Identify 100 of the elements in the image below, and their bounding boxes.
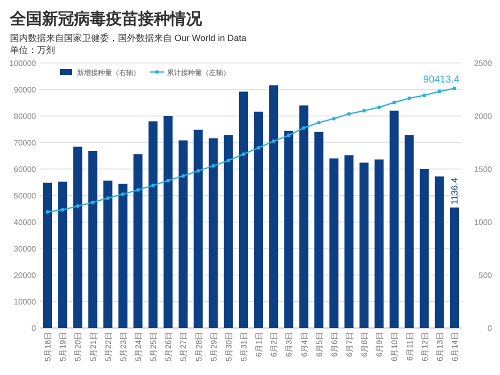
chart-subtitle: 国内数据来自国家卫健委，国外数据来自 Our World in Data — [10, 33, 246, 43]
point — [181, 174, 185, 178]
x-tick-label: 5月28日 — [194, 332, 204, 362]
x-tick-label: 6月2日 — [270, 332, 279, 357]
chart-title: 全国新冠病毒疫苗接种情况 — [9, 10, 203, 28]
x-tick-label: 6月1日 — [254, 332, 264, 357]
bar — [58, 182, 68, 328]
point — [256, 146, 260, 150]
bar — [329, 158, 338, 328]
bar — [420, 169, 429, 328]
text: 单位：万剂 — [10, 45, 55, 55]
x-tick-label: 5月22日 — [104, 332, 113, 362]
point — [272, 139, 276, 143]
bar — [404, 135, 414, 328]
bar — [133, 154, 142, 328]
x-tick-label: 5月19日 — [58, 332, 68, 362]
bar — [314, 132, 324, 328]
point — [60, 208, 64, 212]
y-tick-label: 50000 — [14, 192, 37, 200]
bar — [344, 155, 354, 328]
y-tick-label: 40000 — [14, 218, 37, 227]
bar — [390, 110, 399, 328]
x-tick-label: 6月3日 — [284, 332, 294, 357]
x-tick-label: 6月13日 — [435, 332, 444, 362]
bar — [450, 208, 459, 328]
x-tick-label: 5月31日 — [239, 332, 248, 362]
x-tick-label: 6月11日 — [405, 332, 414, 361]
x-tick-label: 5月24日 — [134, 332, 143, 362]
point — [392, 100, 396, 104]
x-tick-label: 6月8日 — [360, 332, 370, 357]
point — [407, 96, 412, 100]
y2-tick-label: 1000 — [474, 218, 493, 227]
point — [302, 126, 306, 130]
x-tick-label: 5月18日 — [44, 332, 53, 362]
bar — [194, 130, 203, 328]
y-tick-label: 80000 — [14, 112, 37, 121]
x-tick-label: 5月26日 — [164, 332, 174, 362]
x-tick-label: 6月10日 — [390, 332, 400, 362]
point — [151, 184, 155, 188]
y-tick-label: 70000 — [14, 138, 37, 148]
y-tick-label: 10000 — [14, 298, 37, 306]
bar — [434, 176, 444, 328]
point — [136, 188, 140, 192]
y-tick-label: 0 — [32, 324, 37, 333]
x-tick-label: 5月23日 — [118, 332, 128, 362]
y-tick-label: 60000 — [14, 165, 37, 174]
bar — [254, 112, 264, 328]
bar — [164, 116, 173, 328]
bar — [360, 162, 369, 328]
bar — [118, 184, 128, 328]
point — [106, 196, 110, 200]
y2-tick-label: 1500 — [474, 165, 493, 174]
y-tick-label: 100000 — [9, 59, 37, 68]
x-tick-label: 5月20日 — [74, 332, 83, 362]
y-tick-label: 90000 — [14, 86, 37, 94]
x-tick-label: 5月27日 — [179, 332, 188, 362]
x-tick-label: 6月14日 — [450, 332, 460, 362]
point — [121, 192, 125, 196]
bar — [103, 180, 112, 328]
point — [212, 164, 216, 168]
x-tick-label: 5月25日 — [149, 332, 158, 362]
y2-tick-label: 500 — [478, 271, 493, 280]
x-tick-label: 6月5日 — [314, 332, 324, 357]
point — [438, 90, 442, 94]
bar — [299, 105, 308, 328]
bar — [208, 138, 218, 328]
y2-tick-label: 2500 — [474, 59, 493, 68]
y2-tick-label: 0 — [488, 324, 493, 333]
point — [452, 86, 456, 90]
bar — [374, 159, 384, 328]
point — [226, 158, 230, 162]
point — [377, 105, 381, 110]
point — [347, 112, 351, 116]
point — [286, 134, 290, 138]
bar — [73, 146, 82, 328]
point — [332, 116, 336, 120]
point — [76, 204, 80, 208]
bar — [284, 130, 294, 328]
point — [166, 178, 170, 182]
point — [317, 120, 321, 124]
bar — [269, 85, 278, 328]
bar — [43, 182, 52, 328]
data-label: 1136.4 — [449, 178, 460, 205]
x-tick-label: 6月7日 — [344, 332, 354, 357]
bar — [178, 140, 188, 328]
x-tick-label: 6月4日 — [300, 332, 309, 357]
bar — [224, 135, 233, 328]
x-tick-label: 5月30日 — [224, 332, 234, 362]
point — [46, 210, 50, 214]
point — [242, 152, 246, 156]
x-tick-label: 6月12日 — [420, 332, 430, 362]
bar — [88, 150, 98, 328]
x-tick-label: 6月9日 — [375, 332, 384, 357]
y2-tick-label: 2000 — [474, 112, 493, 121]
y-tick-label: 30000 — [14, 244, 37, 254]
point — [196, 169, 200, 173]
bar — [148, 121, 158, 328]
x-tick-label: 5月29日 — [209, 332, 218, 362]
point — [422, 94, 426, 98]
x-tick-label: 6月6日 — [330, 332, 339, 357]
